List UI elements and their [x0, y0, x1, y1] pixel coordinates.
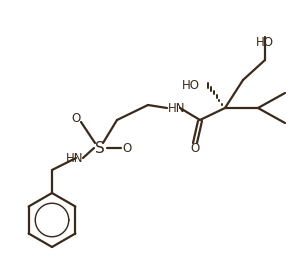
Text: HN: HN	[66, 151, 84, 165]
Text: HO: HO	[182, 78, 200, 92]
Text: S: S	[95, 141, 105, 155]
Text: O: O	[71, 111, 80, 125]
Text: HN: HN	[168, 102, 185, 115]
Text: O: O	[190, 141, 200, 155]
Text: HO: HO	[256, 36, 274, 48]
Text: O: O	[122, 141, 132, 155]
